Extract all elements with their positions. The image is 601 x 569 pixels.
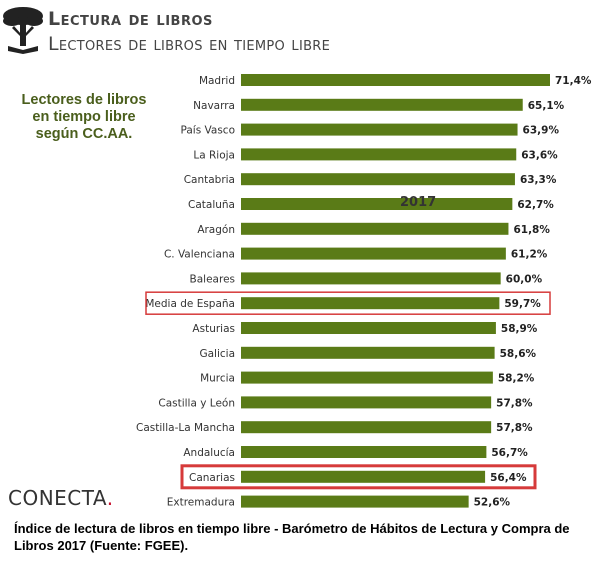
category-label: Navarra: [193, 100, 235, 112]
value-label: 61,8%: [513, 224, 550, 236]
bar: [241, 495, 469, 508]
value-label: 56,4%: [490, 472, 527, 484]
category-label: Cantabria: [184, 174, 235, 186]
bar: [241, 396, 492, 409]
figure-caption: Índice de lectura de libros en tiempo li…: [14, 521, 570, 553]
bar: [241, 470, 486, 483]
value-label: 61,2%: [511, 249, 548, 261]
highlight-box: [145, 291, 551, 315]
category-label: Cataluña: [188, 199, 235, 211]
header: Lectura de libros Lectores de libros en …: [0, 0, 601, 62]
category-label: La Rioja: [193, 149, 235, 161]
category-label: C. Valenciana: [164, 249, 235, 261]
category-label: Castilla-La Mancha: [136, 422, 235, 434]
value-label: 56,7%: [491, 447, 528, 459]
value-label: 59,7%: [504, 298, 541, 310]
value-label: 57,8%: [496, 397, 533, 409]
brand-name: CONECTA: [8, 486, 107, 510]
category-label: Extremadura: [167, 497, 235, 509]
category-label: Castilla y León: [158, 397, 235, 409]
value-label: 63,3%: [520, 174, 557, 186]
value-label: 63,6%: [521, 149, 558, 161]
bar: [241, 98, 523, 111]
page-title: Lectura de libros: [48, 8, 213, 30]
category-label: Murcia: [200, 373, 235, 385]
bar: [241, 272, 501, 285]
brand-dot: .: [106, 486, 114, 510]
value-label: 71,4%: [555, 75, 592, 87]
value-label: 63,9%: [523, 125, 560, 137]
bar: [241, 173, 515, 186]
value-label: 52,6%: [474, 497, 511, 509]
bar: [241, 446, 487, 458]
chart-subtitle-line: Lectores de libros: [21, 92, 147, 108]
chart-subtitle-line: según CC.AA.: [35, 126, 133, 142]
category-label: Madrid: [199, 75, 235, 87]
bar: [241, 222, 509, 235]
value-label: 57,8%: [496, 422, 533, 434]
category-label: País Vasco: [181, 125, 236, 137]
value-label: 58,2%: [498, 373, 535, 385]
bar: [241, 421, 492, 434]
page-subtitle: Lectores de libros en tiempo libre: [48, 33, 331, 55]
category-label: Galicia: [199, 348, 235, 360]
value-label: 62,7%: [517, 199, 554, 211]
chart-subtitle: Lectores de libros en tiempo libre según…: [4, 92, 164, 143]
year-annotation: 2017: [400, 195, 436, 210]
bar: [241, 346, 495, 359]
category-label: Andalucía: [183, 447, 235, 459]
value-label: 58,6%: [500, 348, 537, 360]
bar: [241, 74, 550, 86]
bar: [241, 371, 493, 384]
value-label: 60,0%: [506, 273, 543, 285]
highlight-box: [180, 464, 537, 490]
category-label: Media de España: [145, 298, 235, 310]
category-label: Canarias: [189, 472, 235, 484]
bar: [241, 297, 500, 310]
category-label: Asturias: [192, 323, 235, 335]
category-label: Aragón: [197, 224, 235, 236]
category-label: Baleares: [190, 273, 235, 285]
value-label: 65,1%: [528, 100, 565, 112]
bar: [241, 247, 506, 260]
bar: [241, 123, 518, 136]
chart-subtitle-line: en tiempo libre: [32, 109, 136, 125]
brand-logo: CONECTA.: [8, 486, 114, 510]
value-label: 58,9%: [501, 323, 538, 335]
bar: [241, 198, 513, 210]
bar: [241, 148, 517, 161]
tree-book-icon: [3, 7, 43, 54]
bar: [241, 322, 496, 334]
